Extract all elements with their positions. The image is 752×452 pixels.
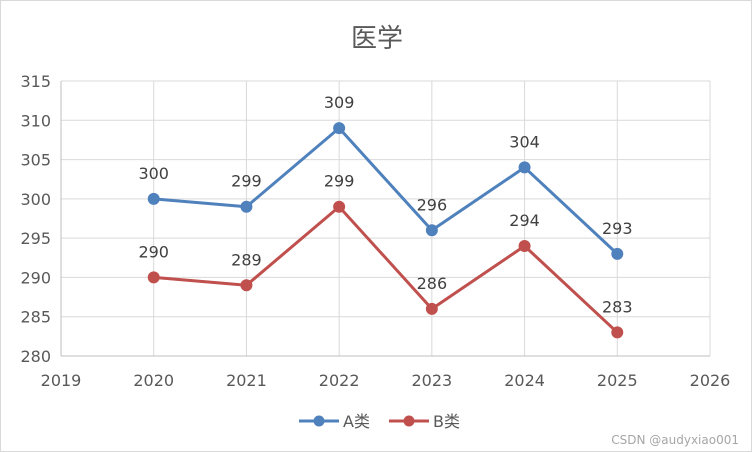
y-tick-label: 300 — [20, 190, 51, 209]
series-1: 300 299 309 296 304 293 — [138, 93, 633, 260]
legend-marker — [313, 415, 325, 427]
data-point — [425, 224, 438, 237]
data-point — [147, 271, 160, 284]
data-label: 309 — [324, 93, 355, 112]
data-label: 290 — [138, 242, 169, 261]
legend-label: B类 — [433, 412, 460, 431]
legend: A类 B类 — [299, 412, 460, 431]
x-tick-label: 2024 — [504, 371, 545, 390]
x-tick-label: 2026 — [690, 371, 731, 390]
series-line — [153, 126, 619, 255]
data-point — [611, 326, 624, 339]
y-tick-label: 285 — [20, 308, 51, 327]
x-tick-label: 2020 — [133, 371, 174, 390]
data-label: 299 — [324, 172, 355, 191]
watermark-text: CSDN @audyxiao001 — [611, 433, 739, 447]
data-point — [518, 161, 531, 174]
data-point — [147, 192, 160, 205]
y-tick-label: 280 — [20, 347, 51, 366]
x-tick-label: 2023 — [411, 371, 452, 390]
data-point — [240, 279, 253, 292]
legend-item-2: B类 — [389, 412, 460, 431]
data-point — [333, 200, 346, 213]
y-tick-label: 310 — [20, 111, 51, 130]
data-label: 289 — [231, 250, 262, 269]
data-label: 286 — [417, 274, 448, 293]
series-line — [153, 205, 619, 334]
data-label: 283 — [602, 297, 633, 316]
data-label: 304 — [509, 132, 540, 151]
legend-marker — [403, 415, 415, 427]
data-label: 294 — [509, 211, 540, 230]
x-tick-label: 2021 — [226, 371, 267, 390]
data-point — [518, 240, 531, 252]
data-point — [333, 122, 346, 135]
legend-item-1: A类 — [299, 412, 370, 431]
x-tick-label: 2019 — [41, 371, 82, 390]
legend-label: A类 — [343, 412, 370, 431]
data-point — [611, 247, 624, 260]
axes: 280 285 290 295 300 305 310 315 2019 2020 2021 2022… — [20, 72, 730, 390]
data-label: 300 — [138, 164, 169, 183]
data-point — [425, 302, 438, 315]
gridlines — [61, 80, 711, 356]
y-tick-label: 315 — [20, 72, 51, 91]
x-tick-label: 2022 — [319, 371, 360, 390]
data-label: 299 — [231, 172, 262, 191]
data-label: 296 — [417, 195, 448, 214]
data-point — [240, 200, 253, 213]
x-tick-label: 2025 — [597, 371, 638, 390]
data-label: 293 — [602, 219, 633, 238]
y-tick-label: 290 — [20, 268, 51, 287]
y-tick-label: 295 — [20, 229, 51, 248]
y-tick-label: 305 — [20, 151, 51, 170]
chart-title: 医学 — [351, 24, 403, 54]
series-2: 290 289 299 286 294 283 — [138, 172, 633, 339]
series-layer: 300 299 309 296 304 293 290 289 299 286 294 283 — [138, 93, 633, 339]
